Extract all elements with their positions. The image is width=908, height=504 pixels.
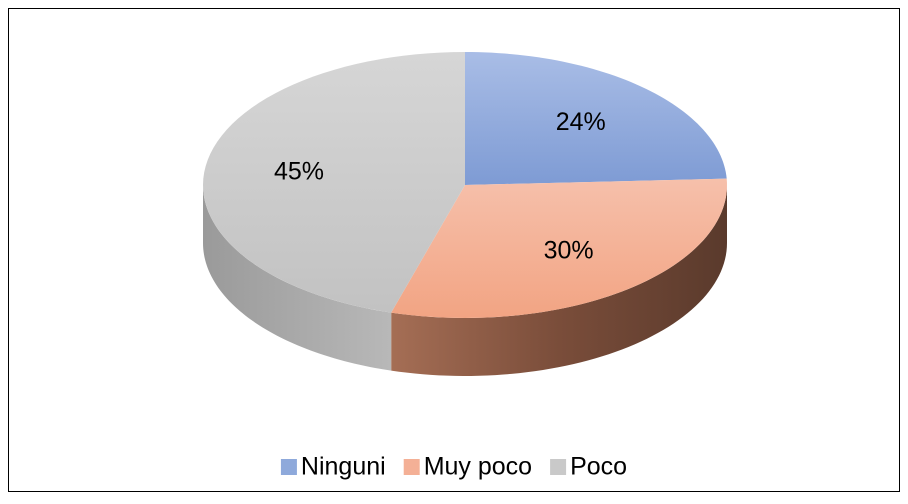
value-label: 24% [556, 108, 606, 136]
legend-swatch [403, 459, 420, 475]
slice-side [203, 185, 392, 371]
slice [391, 178, 727, 318]
legend-label: Ninguni [301, 453, 386, 481]
legend-label: Muy poco [424, 453, 532, 481]
legend-swatch [550, 459, 567, 475]
legend-swatch [280, 459, 297, 475]
legend-label: Poco [570, 453, 627, 481]
value-label: 30% [544, 237, 594, 265]
slice [203, 52, 465, 313]
value-label: 45% [274, 157, 324, 185]
slice-side [391, 185, 727, 376]
slice [465, 52, 727, 185]
